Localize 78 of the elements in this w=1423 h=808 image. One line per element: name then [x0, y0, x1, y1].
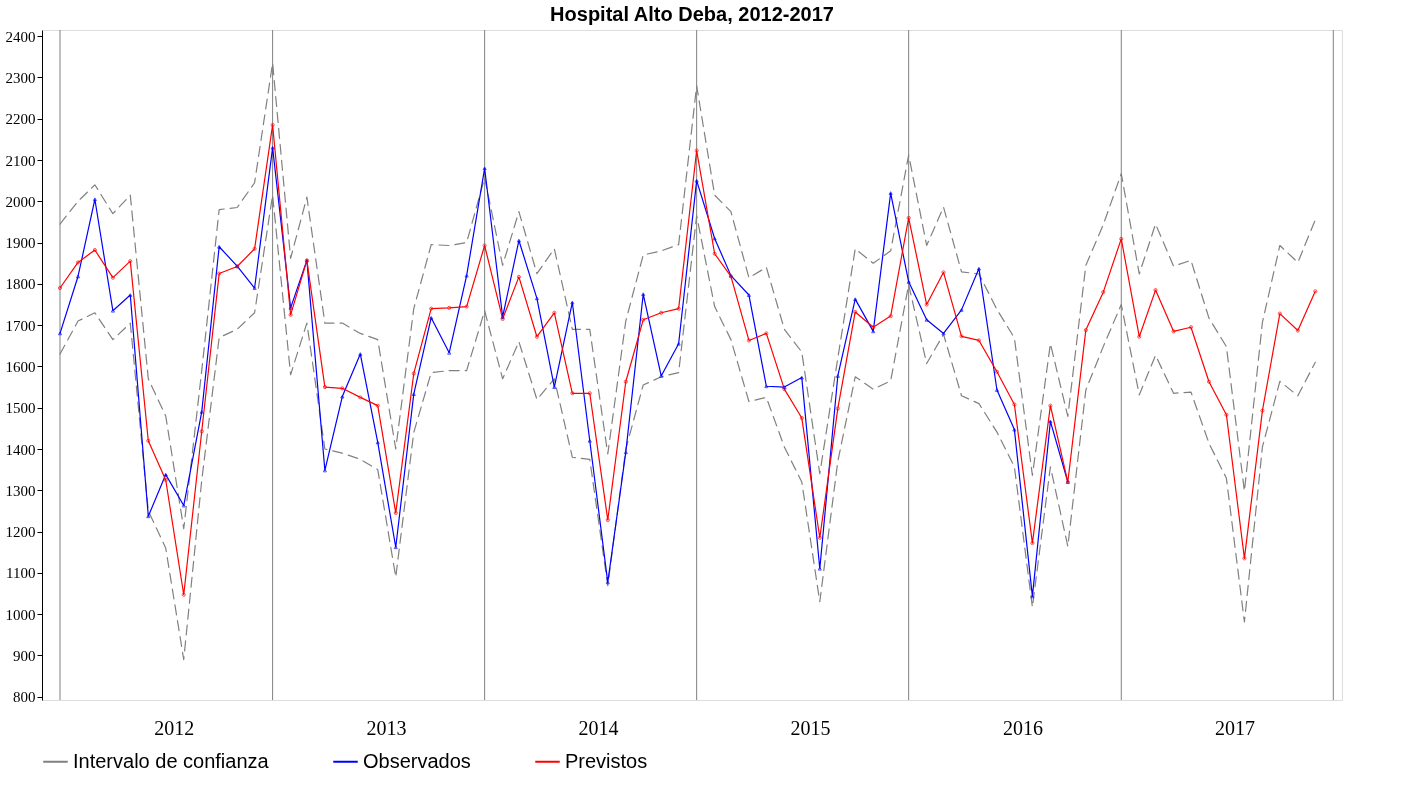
legend-label: Intervalo de confianza: [73, 749, 270, 772]
x-tick-label: 2015: [790, 716, 831, 739]
y-tick-label: 1600: [5, 358, 36, 375]
point: [358, 352, 363, 356]
point: [712, 236, 717, 241]
point: [659, 374, 664, 378]
point: [941, 331, 946, 336]
point: [641, 292, 646, 297]
point: [1012, 427, 1017, 432]
point: [270, 145, 275, 150]
point: [976, 266, 982, 271]
y-tick-label: 1200: [5, 524, 36, 541]
point: [482, 166, 487, 171]
y-tick-label: 1000: [5, 606, 36, 623]
y-tick-label: 2000: [5, 193, 36, 210]
point: [322, 468, 327, 473]
point: [288, 305, 293, 310]
x-tick-label: 2016: [1003, 716, 1044, 739]
point: [746, 293, 752, 297]
point: [534, 296, 539, 301]
point: [464, 273, 469, 278]
point: [552, 385, 557, 389]
y-tick-label: 1900: [5, 235, 36, 252]
point: [1048, 419, 1053, 424]
point: [587, 438, 592, 443]
point: [605, 580, 610, 585]
point: [128, 293, 133, 297]
point: [871, 329, 876, 334]
point: [694, 178, 699, 183]
point: [764, 384, 769, 389]
x-tick-label: 2012: [154, 716, 195, 739]
point: [623, 450, 628, 455]
point: [75, 274, 81, 279]
point: [799, 375, 804, 380]
point: [676, 341, 681, 346]
y-tick-label: 1100: [6, 565, 36, 582]
point: [110, 308, 115, 313]
point: [163, 472, 168, 477]
y-tick-label: 2400: [5, 28, 36, 45]
point: [57, 331, 63, 336]
y-tick-label: 1700: [5, 317, 36, 334]
y-tick-label: 2100: [5, 152, 36, 169]
point: [570, 300, 575, 305]
y-tick-label: 1800: [5, 276, 36, 293]
point: [181, 503, 186, 508]
point: [92, 197, 97, 202]
y-tick-label: 2200: [5, 111, 36, 128]
point: [853, 297, 858, 302]
point: [959, 308, 964, 312]
x-tick-label: 2017: [1215, 716, 1256, 739]
y-tick-label: 900: [13, 647, 36, 664]
point: [217, 244, 222, 249]
point: [375, 440, 380, 445]
point: [906, 279, 911, 284]
point: [340, 394, 345, 399]
point: [199, 409, 204, 414]
point: [835, 374, 840, 378]
y-tick-label: 1500: [5, 400, 36, 417]
point: [924, 317, 929, 322]
point: [516, 238, 521, 243]
point: [888, 191, 893, 195]
y-tick-label: 800: [13, 689, 36, 706]
point: [817, 566, 822, 571]
x-tick-label: 2013: [366, 716, 407, 739]
legend-label: Previstos: [565, 749, 648, 772]
chart-title: Hospital Alto Deba, 2012-2017: [550, 3, 834, 26]
point: [146, 514, 151, 519]
point: [994, 388, 1000, 392]
y-tick-label: 2300: [5, 69, 36, 86]
point: [252, 286, 257, 290]
legend-label: Observados: [363, 749, 471, 772]
x-tick-label: 2014: [578, 716, 619, 739]
point: [1030, 594, 1035, 599]
point: [429, 315, 434, 320]
y-tick-label: 1300: [5, 482, 36, 499]
y-tick-label: 1400: [5, 441, 36, 458]
point: [411, 392, 416, 396]
point: [393, 545, 398, 550]
